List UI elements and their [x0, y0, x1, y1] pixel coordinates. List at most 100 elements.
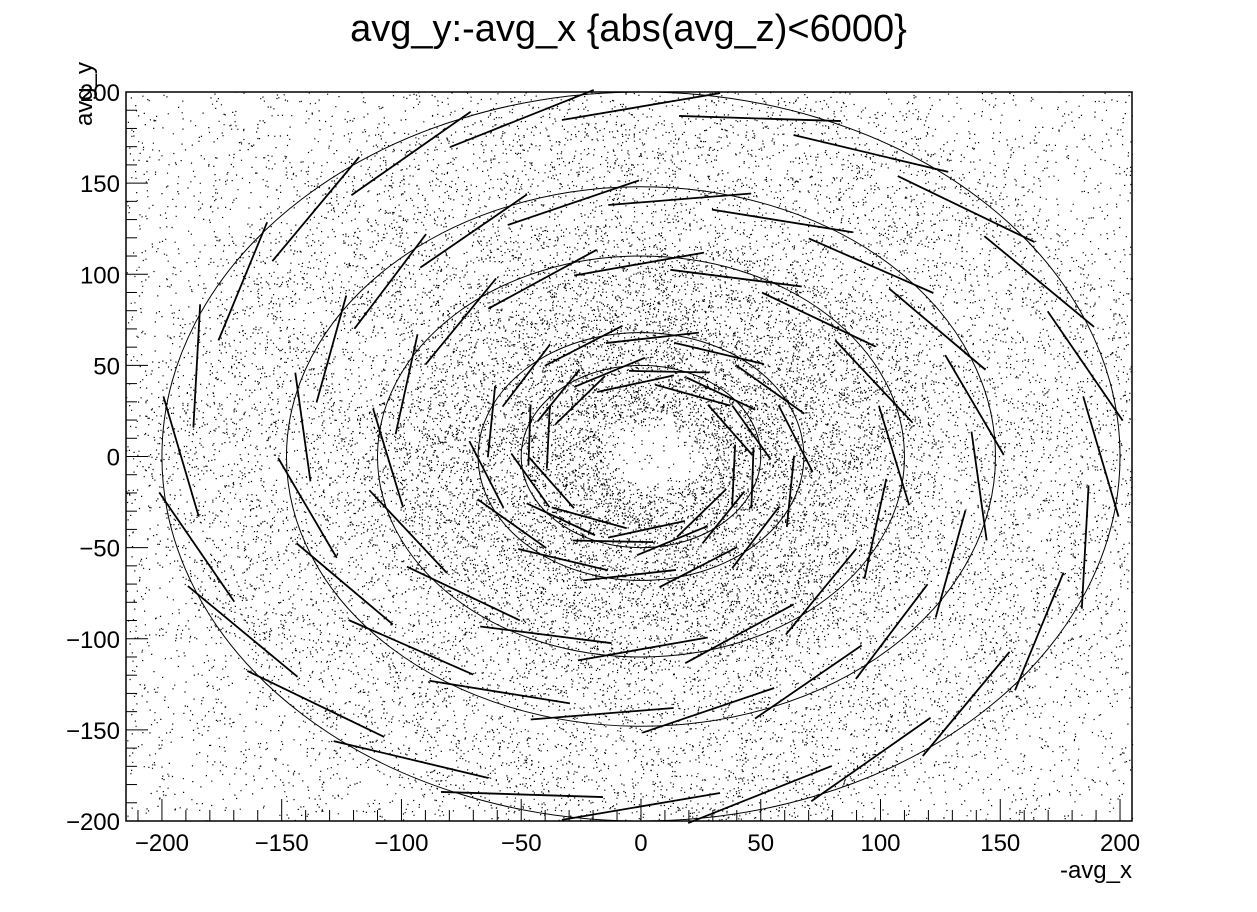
y-tick-label: 100 — [80, 262, 120, 289]
track-segment — [530, 707, 674, 721]
track-segment — [561, 92, 721, 121]
ring-2 — [285, 186, 996, 727]
track-segment — [888, 287, 987, 371]
ring-4 — [477, 332, 805, 581]
y-tick-label: 0 — [107, 445, 120, 472]
track-segment — [480, 625, 612, 645]
track-segment — [394, 333, 419, 435]
track-segment — [501, 344, 551, 408]
track-segment — [687, 765, 833, 824]
track-segment — [785, 548, 858, 636]
track-segment — [158, 491, 236, 603]
y-tick-label: −50 — [79, 536, 120, 563]
y-tick-label: 50 — [93, 353, 120, 380]
track-segment — [659, 546, 738, 589]
track-segment — [793, 134, 949, 173]
y-axis-ticks: −200 −150 −100 −50 0 50 100 150 200 — [66, 80, 148, 836]
track-segment — [372, 408, 404, 508]
track-segment — [596, 374, 675, 393]
track-segment — [731, 505, 781, 569]
track-segment — [834, 339, 914, 424]
y-tick-label: 200 — [80, 80, 120, 107]
track-segment — [315, 295, 348, 403]
scatter-points — [126, 91, 1134, 822]
y-axis-label: avg_y — [71, 62, 98, 126]
x-tick-label: 0 — [634, 830, 647, 857]
track-segment — [487, 248, 598, 310]
track-segment — [246, 670, 385, 738]
x-tick-label: −150 — [255, 830, 309, 857]
track-segment — [551, 506, 627, 530]
track-segment — [333, 740, 489, 779]
track-segment — [676, 488, 727, 538]
track-segment — [348, 619, 474, 676]
track-segment — [761, 291, 876, 348]
track-segment — [424, 277, 497, 365]
track-segment — [555, 375, 606, 425]
track-segments-layer — [158, 89, 1124, 824]
track-segment — [808, 237, 934, 294]
track-segment — [670, 268, 802, 288]
track-segment — [684, 603, 795, 665]
track-segment — [605, 331, 699, 344]
track-segment — [750, 447, 755, 509]
track-segment — [526, 502, 596, 537]
x-tick-label: −100 — [374, 830, 428, 857]
track-segment — [628, 369, 710, 374]
rings-layer — [161, 91, 1121, 822]
track-segment — [983, 235, 1095, 328]
y-tick-label: −150 — [66, 718, 120, 745]
track-segment — [607, 520, 686, 539]
track-segment — [294, 372, 312, 482]
track-segment — [711, 208, 853, 234]
track-segment — [517, 548, 609, 572]
ring-3 — [377, 255, 905, 658]
track-segment — [353, 233, 427, 330]
track-segment — [735, 364, 805, 415]
track-segment — [731, 444, 737, 506]
scatter-points-layer — [126, 91, 1134, 822]
track-segment — [468, 440, 505, 509]
track-segment — [295, 542, 394, 626]
ring-5 — [520, 364, 762, 549]
track-segment — [1082, 396, 1120, 517]
track-segment — [510, 452, 551, 508]
x-axis-ticks: −200 −150 −100 −50 0 50 100 150 200 — [135, 799, 1140, 857]
track-segment — [277, 457, 338, 559]
track-segment — [429, 679, 571, 705]
track-segment — [406, 565, 521, 622]
track-segment — [440, 791, 603, 798]
track-segment — [350, 110, 472, 196]
track-segment — [855, 583, 929, 680]
track-segment — [608, 192, 752, 206]
track-segment — [192, 304, 202, 428]
x-tick-label: −200 — [135, 830, 189, 857]
chart-title: avg_y:-avg_x {abs(avg_z)<6000} — [350, 8, 907, 50]
track-segment — [785, 455, 796, 528]
track-segment — [582, 569, 677, 582]
track-segment — [544, 324, 623, 367]
y-tick-label: −100 — [66, 627, 120, 654]
track-segment — [878, 405, 910, 505]
track-segment — [477, 498, 547, 549]
track-segment — [573, 356, 646, 388]
ring-1 — [161, 91, 1121, 822]
track-segment — [707, 404, 754, 456]
track-segment — [934, 510, 967, 618]
track-segment — [701, 490, 746, 545]
track-segment — [574, 251, 705, 277]
track-segment — [897, 175, 1035, 243]
track-segment — [863, 478, 888, 580]
track-segment — [679, 115, 841, 122]
track-segment — [944, 354, 1005, 456]
x-tick-label: 100 — [860, 830, 900, 857]
track-segment — [572, 539, 654, 544]
track-segment — [162, 396, 200, 517]
x-tick-label: 50 — [747, 830, 774, 857]
track-segment — [673, 341, 764, 365]
track-segment — [636, 525, 709, 557]
x-tick-label: 200 — [1100, 830, 1140, 857]
track-segment — [970, 431, 988, 541]
track-segment — [1046, 310, 1124, 422]
